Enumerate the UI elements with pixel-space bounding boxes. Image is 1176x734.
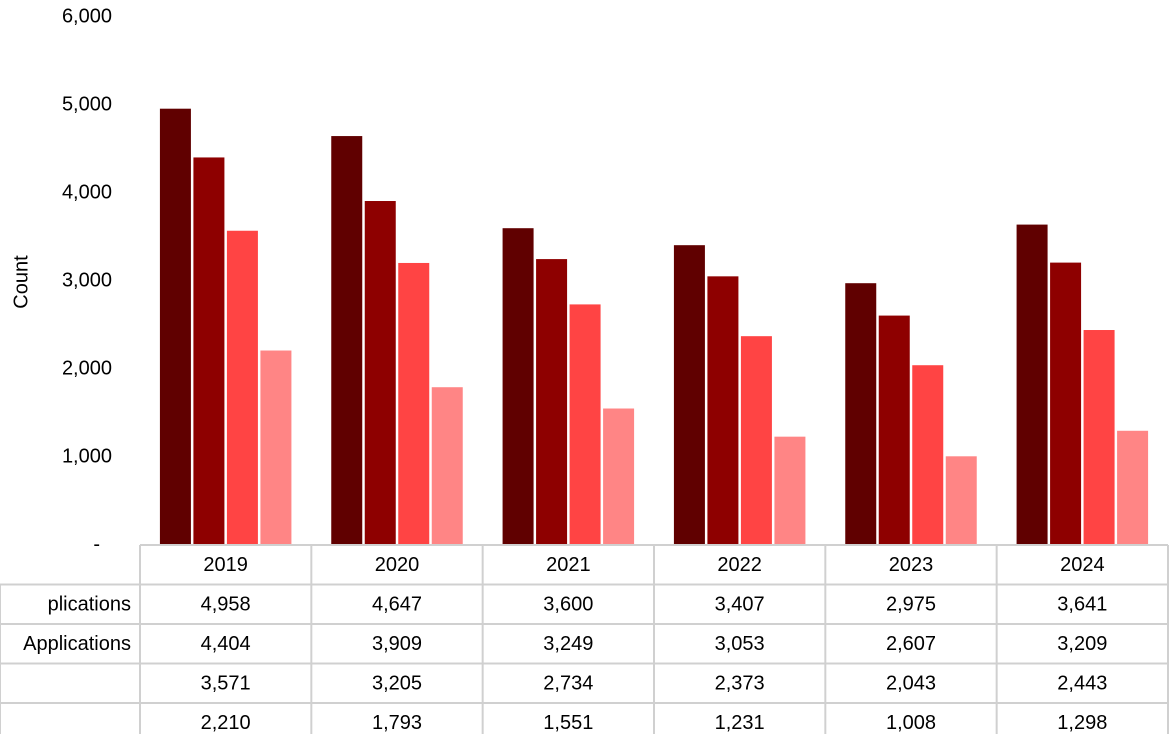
legend-label: Applications: [23, 633, 131, 655]
bar: [502, 228, 534, 545]
bar: [912, 365, 944, 545]
table-cell: 1,551: [543, 712, 593, 734]
x-tick-label: 2021: [546, 554, 591, 576]
bar: [364, 201, 396, 545]
x-tick-label: 2020: [375, 554, 420, 576]
bar: [331, 136, 363, 545]
bar: [1050, 262, 1082, 545]
bar: [774, 436, 806, 545]
table-cell: 3,571: [201, 673, 251, 695]
bar: [569, 304, 601, 545]
x-tick-label: 2019: [203, 554, 248, 576]
bar: [740, 336, 772, 545]
bar: [193, 157, 225, 545]
table-cell: 1,793: [372, 712, 422, 734]
table-cell: 3,249: [543, 633, 593, 655]
y-tick-label: 5,000: [62, 93, 112, 115]
table-cell: 4,647: [372, 594, 422, 616]
table-cell: 2,734: [543, 673, 593, 695]
table-cell: 3,909: [372, 633, 422, 655]
table-cell: 2,443: [1057, 673, 1107, 695]
y-tick-label: 6,000: [62, 5, 112, 27]
bar: [1117, 430, 1149, 545]
table-cell: 2,210: [201, 712, 251, 734]
y-tick-label: 3,000: [62, 269, 112, 291]
bar: [260, 350, 292, 545]
y-axis-label: Count: [10, 255, 32, 309]
bar: [673, 245, 705, 545]
x-tick-label: 2022: [717, 554, 762, 576]
bar: [603, 408, 635, 545]
table-cell: 1,231: [715, 712, 765, 734]
bar: [945, 456, 977, 545]
table-cell: 3,407: [715, 594, 765, 616]
table-cell: 2,975: [886, 594, 936, 616]
table-cell: 3,053: [715, 633, 765, 655]
table-cell: 3,600: [543, 594, 593, 616]
bar: [845, 283, 877, 545]
y-tick-label: 4,000: [62, 181, 112, 203]
bar: [707, 276, 739, 545]
x-tick-label: 2023: [889, 554, 934, 576]
table-cell: 1,008: [886, 712, 936, 734]
table-cell: 2,607: [886, 633, 936, 655]
bar: [1083, 330, 1115, 545]
y-tick-label: 1,000: [62, 445, 112, 467]
table-cell: 3,209: [1057, 633, 1107, 655]
table-cell: 4,404: [201, 633, 251, 655]
x-tick-label: 2024: [1060, 554, 1105, 576]
bar: [226, 230, 258, 545]
legend-label: plications: [48, 594, 131, 616]
table-cell: 3,641: [1057, 594, 1107, 616]
table-cell: 3,205: [372, 673, 422, 695]
y-tick-label: 2,000: [62, 357, 112, 379]
bar: [536, 259, 568, 545]
y-tick-label: -: [93, 533, 100, 555]
bar: [398, 262, 430, 545]
bar: [431, 387, 463, 545]
table-cell: 4,958: [201, 594, 251, 616]
bar: [878, 315, 910, 545]
table-cell: 1,298: [1057, 712, 1107, 734]
table-cell: 2,373: [715, 673, 765, 695]
bar: [159, 108, 191, 546]
table-cell: 2,043: [886, 673, 936, 695]
bar: [1016, 224, 1048, 546]
